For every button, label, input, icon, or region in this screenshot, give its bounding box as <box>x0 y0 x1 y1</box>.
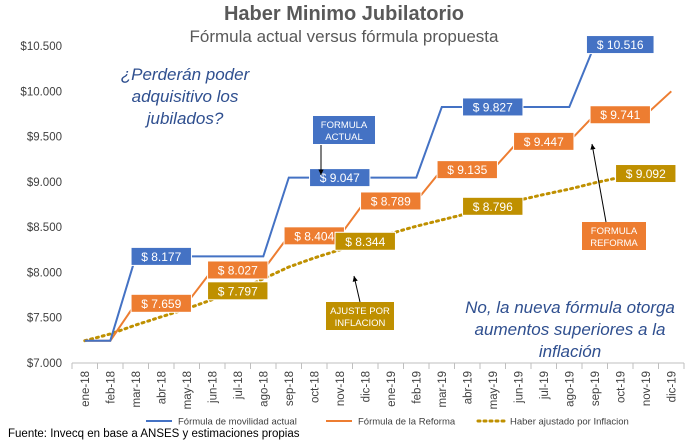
callout-actual-box <box>313 116 375 144</box>
data-label: $ 10.516 <box>597 38 644 52</box>
data-label: $ 9.741 <box>600 108 640 122</box>
y-tick-label: $7.000 <box>27 358 62 370</box>
callout-inflacion-box <box>326 302 394 330</box>
data-label-box <box>585 35 655 55</box>
x-tick-label: jun-18 <box>207 371 219 404</box>
callout-actual-label: ACTUAL <box>325 132 362 143</box>
x-tick-label: nov-19 <box>641 371 653 406</box>
x-tick-label: jul-19 <box>539 371 551 400</box>
x-tick-label: mar-19 <box>437 371 449 407</box>
x-tick-label: jun-19 <box>513 371 525 404</box>
data-label: $ 9.447 <box>524 135 564 149</box>
x-tick-label: ene-19 <box>386 371 398 407</box>
data-label-box <box>130 246 192 266</box>
data-label: $ 9.827 <box>473 100 513 114</box>
y-tick-label: $8.000 <box>27 267 62 279</box>
x-tick-label: nov-18 <box>335 371 347 406</box>
data-label-box <box>436 160 498 180</box>
x-tick-label: mar-18 <box>131 371 143 407</box>
y-tick-label: $10.500 <box>20 41 62 53</box>
x-tick-label: jul-18 <box>233 371 245 400</box>
x-tick-label: may-19 <box>488 371 500 409</box>
callout-reforma-label: FORMULA <box>591 226 638 237</box>
data-label-box <box>462 97 524 117</box>
callout-reforma-label: REFORMA <box>590 238 638 249</box>
data-label: $ 9.092 <box>626 167 666 181</box>
y-tick-label: $9.500 <box>27 132 62 144</box>
y-tick-label: $7.500 <box>27 313 62 325</box>
x-tick-label: abr-19 <box>462 371 474 404</box>
data-label: $ 8.344 <box>345 235 385 249</box>
data-label-box <box>207 260 269 280</box>
x-tick-label: oct-18 <box>309 371 321 403</box>
callout-reforma-arrowhead <box>590 144 596 150</box>
x-tick-label: sep-18 <box>284 371 296 406</box>
x-tick-label: oct-19 <box>615 371 627 403</box>
x-tick-label: feb-18 <box>105 371 117 404</box>
data-label-box <box>513 131 575 151</box>
data-label-box <box>130 293 192 313</box>
question-annotation: ¿Perderán poder adquisitivo los jubilado… <box>120 65 250 128</box>
x-tick-label: ago-18 <box>258 371 270 407</box>
y-tick-label: $9.000 <box>27 177 62 189</box>
data-label: $ 9.047 <box>320 171 360 185</box>
legend-label-1: Fórmula de la Reforma <box>358 417 456 428</box>
data-label-box <box>309 168 371 188</box>
callout-inflacion-label: AJUSTE POR <box>330 306 390 317</box>
x-tick-label: dic-19 <box>666 371 678 402</box>
data-label: $ 8.177 <box>141 250 181 264</box>
data-label: $ 8.027 <box>218 263 258 277</box>
y-tick-label: $8.500 <box>27 222 62 234</box>
data-label-box <box>462 196 524 216</box>
callout-inflacion-label: INFLACION <box>335 318 386 329</box>
data-label: $ 8.796 <box>473 200 513 214</box>
x-tick-label: may-18 <box>182 371 194 409</box>
data-label-box <box>615 164 677 184</box>
callout-inflacion-arrowhead <box>352 276 358 282</box>
legend-label-0: Fórmula de movilidad actual <box>178 417 297 428</box>
data-label: $ 7.659 <box>141 297 181 311</box>
data-label-box <box>589 105 651 125</box>
conclusion-annotation: No, la nueva fórmula otorga aumentos sup… <box>465 298 675 361</box>
callout-actual-label: FORMULA <box>321 120 368 131</box>
data-label: $ 8.404 <box>294 229 334 243</box>
x-tick-label: ene-18 <box>80 371 92 407</box>
callout-reforma-box <box>582 222 646 250</box>
callout-actual-arrowhead <box>318 169 324 175</box>
data-label: $ 8.789 <box>371 194 411 208</box>
chart-title: Haber Minimo Jubilatorio <box>223 3 465 25</box>
legend-label-2: Haber ajustado por Inflacion <box>510 417 629 428</box>
data-label: $ 7.797 <box>218 284 258 298</box>
chart-subtitle: Fórmula actual versus fórmula propuesta <box>189 27 499 46</box>
x-tick-label: ago-19 <box>564 371 576 407</box>
x-tick-label: feb-19 <box>411 371 423 404</box>
data-label-box <box>207 281 269 301</box>
x-tick-label: sep-19 <box>590 371 602 406</box>
data-label-box <box>334 231 396 251</box>
source-note: Fuente: Invecq en base a ANSES y estimac… <box>8 428 300 440</box>
data-label-box <box>360 191 422 211</box>
x-tick-label: dic-18 <box>360 371 372 402</box>
callout-reforma-arrow <box>591 143 607 223</box>
data-label: $ 9.135 <box>447 163 487 177</box>
y-tick-label: $10.000 <box>20 86 62 98</box>
x-tick-label: abr-18 <box>156 371 168 404</box>
